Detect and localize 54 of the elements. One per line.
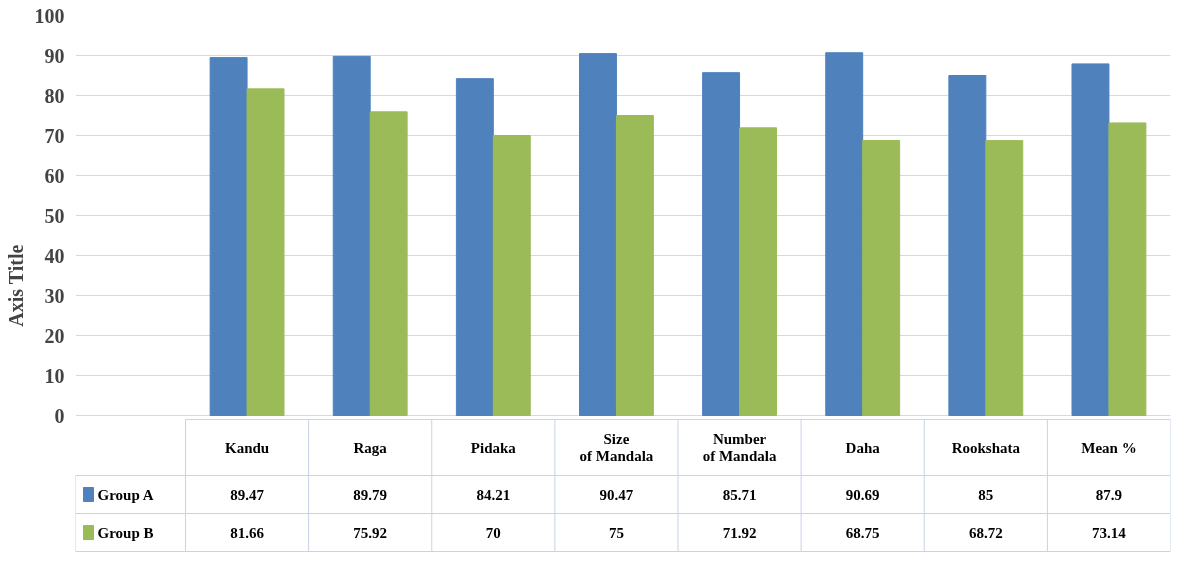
bar bbox=[739, 127, 777, 416]
x-tick-label: Daha bbox=[845, 439, 881, 456]
bar bbox=[246, 88, 285, 416]
y-tick-label: 90 bbox=[44, 44, 65, 67]
y-axis-title: Axis Title bbox=[4, 244, 27, 327]
data-label: 90.69 bbox=[845, 486, 880, 503]
bar bbox=[332, 55, 371, 416]
y-tick-label: 50 bbox=[44, 204, 65, 227]
y-tick-label: 30 bbox=[44, 284, 65, 307]
data-label: 87.9 bbox=[1095, 486, 1123, 503]
y-tick-label: 10 bbox=[44, 364, 65, 387]
bar bbox=[455, 78, 494, 416]
data-label: 73.14 bbox=[1092, 524, 1127, 541]
data-label: 89.79 bbox=[353, 486, 388, 503]
data-label: 85 bbox=[978, 486, 994, 503]
data-label: 71.92 bbox=[722, 524, 757, 541]
bar bbox=[579, 53, 617, 416]
bar bbox=[862, 140, 901, 416]
data-label: 89.47 bbox=[230, 486, 265, 503]
x-tick-label: Size of Mandala bbox=[579, 430, 654, 465]
bar bbox=[985, 140, 1024, 416]
legend-label: Group B bbox=[97, 524, 154, 541]
x-tick-label: Pidaka bbox=[470, 439, 517, 456]
y-tick-label: 60 bbox=[44, 164, 65, 187]
y-tick-label: 40 bbox=[44, 244, 65, 267]
data-label: 75 bbox=[608, 524, 624, 541]
x-tick-label: Raga bbox=[353, 439, 388, 456]
bar bbox=[702, 72, 741, 416]
bar bbox=[1108, 122, 1147, 416]
y-tick-label: 20 bbox=[44, 324, 65, 347]
y-tick-label: 100 bbox=[34, 4, 65, 27]
x-tick-label: Number of Mandala bbox=[702, 430, 777, 465]
bar bbox=[948, 75, 987, 416]
data-label: 81.66 bbox=[230, 524, 265, 541]
data-label: 75.92 bbox=[353, 524, 388, 541]
x-tick-label: Kandu bbox=[224, 439, 270, 456]
y-tick-label: 70 bbox=[44, 124, 65, 147]
x-tick-label: Mean % bbox=[1081, 439, 1137, 456]
bar bbox=[209, 57, 248, 416]
data-label: 68.75 bbox=[845, 524, 880, 541]
bar bbox=[369, 111, 408, 416]
y-tick-label: 0 bbox=[54, 404, 65, 427]
data-label: 68.72 bbox=[968, 524, 1003, 541]
data-label: 85.71 bbox=[722, 486, 757, 503]
bar bbox=[1071, 63, 1110, 416]
data-label: 84.21 bbox=[476, 486, 511, 503]
bar bbox=[825, 52, 864, 416]
bar bbox=[615, 115, 654, 416]
data-label: 70 bbox=[485, 524, 501, 541]
bar bbox=[492, 135, 531, 416]
x-tick-label: Rookshata bbox=[951, 439, 1021, 456]
y-tick-label: 80 bbox=[44, 84, 65, 107]
data-label: 90.47 bbox=[599, 486, 634, 503]
legend-label: Group A bbox=[97, 486, 154, 503]
